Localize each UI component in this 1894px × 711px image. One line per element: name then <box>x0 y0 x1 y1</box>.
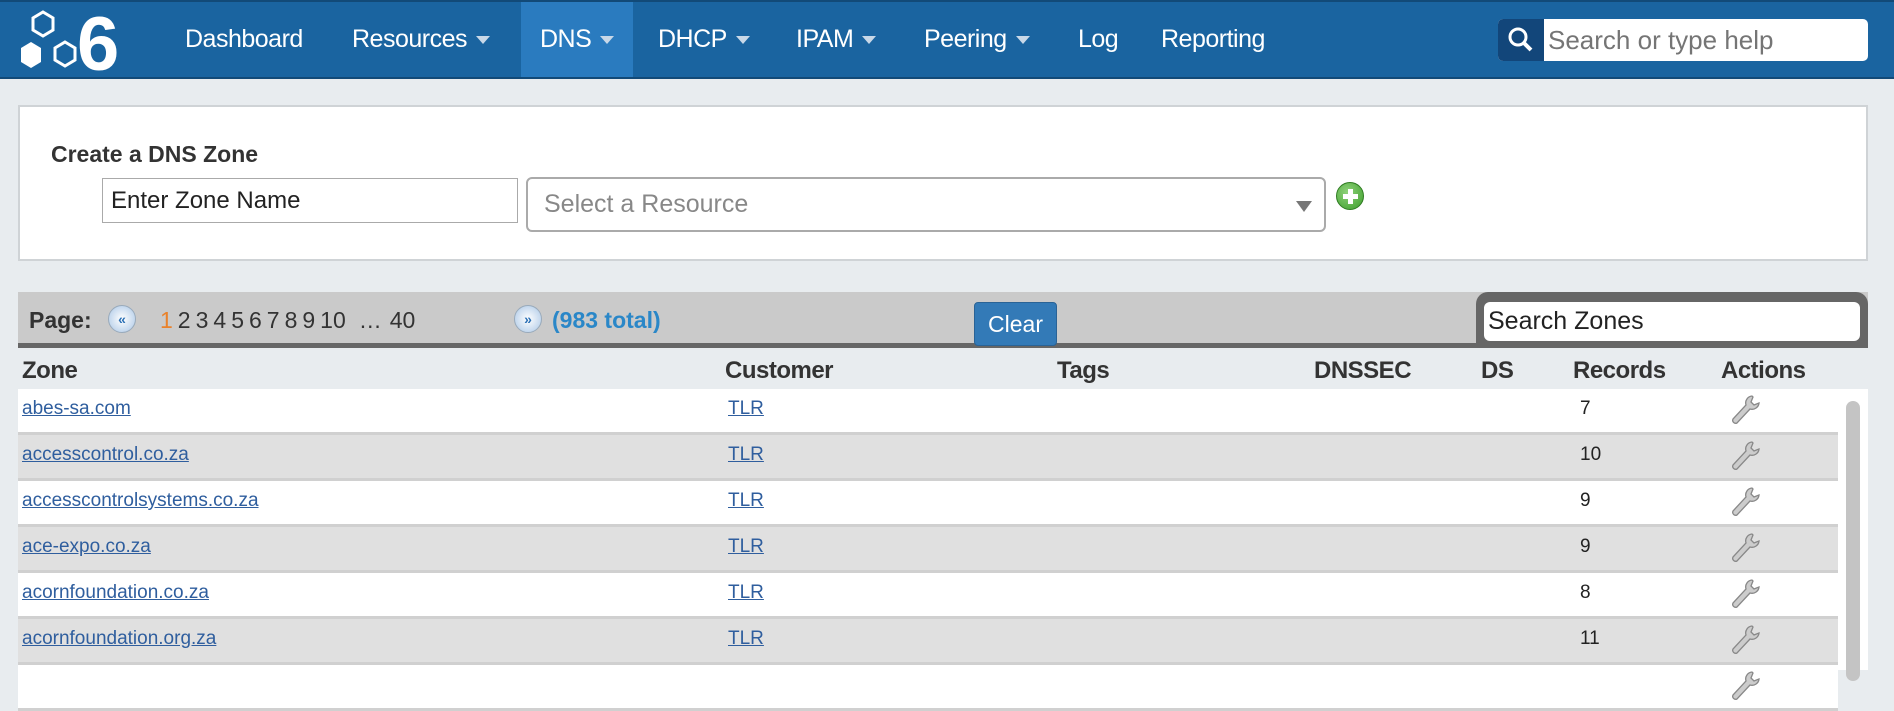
table-row: accesscontrol.co.za TLR 10 <box>18 435 1838 481</box>
wrench-icon[interactable] <box>1728 393 1762 427</box>
table-row: accesscontrolsystems.co.za TLR 9 <box>18 481 1838 527</box>
zone-link[interactable]: accesscontrol.co.za <box>22 444 189 465</box>
wrench-icon[interactable] <box>1728 485 1762 519</box>
customer-link[interactable]: TLR <box>728 398 764 419</box>
scrollbar[interactable] <box>1838 389 1868 681</box>
page-link[interactable]: 3 <box>195 307 209 333</box>
table-row: acornfoundation.co.za TLR 8 <box>18 573 1838 619</box>
records-count: 7 <box>1580 398 1591 419</box>
customer-link[interactable]: TLR <box>728 444 764 465</box>
header-records[interactable]: Records <box>1573 357 1666 384</box>
wrench-icon[interactable] <box>1728 531 1762 565</box>
wrench-icon[interactable] <box>1728 623 1762 657</box>
logo-icon[interactable]: 6 <box>15 6 145 78</box>
zone-link[interactable]: abes-sa.com <box>22 398 131 419</box>
nav-item-dns[interactable]: DNS <box>521 2 634 77</box>
page-link[interactable]: 4 <box>213 307 227 333</box>
caret-down-icon <box>476 36 490 45</box>
create-zone-panel: Create a DNS Zone Select a Resource <box>18 105 1868 261</box>
wrench-icon[interactable] <box>1728 669 1762 703</box>
panel-title: Create a DNS Zone <box>51 141 259 167</box>
nav-item-label: Dashboard <box>185 25 303 53</box>
page-link[interactable]: 8 <box>284 307 298 333</box>
page-links: 1 2 3 4 5 6 7 8 9 10 … 40 <box>160 307 420 334</box>
header-dnssec[interactable]: DNSSEC <box>1314 357 1412 384</box>
page-link[interactable]: 9 <box>302 307 316 333</box>
records-count: 9 <box>1580 536 1591 557</box>
page-link[interactable]: 2 <box>177 307 191 333</box>
records-count: 10 <box>1580 444 1602 465</box>
records-count: 9 <box>1580 490 1591 511</box>
nav-item-dhcp[interactable]: DHCP <box>658 2 750 77</box>
customer-link[interactable]: TLR <box>728 490 764 511</box>
page-link[interactable]: 10 <box>320 307 346 333</box>
nav-item-label: DHCP <box>658 25 727 53</box>
table-row: acornfoundation.org.za TLR 11 <box>18 619 1838 665</box>
svg-text:6: 6 <box>77 6 119 78</box>
records-count: 11 <box>1580 628 1600 649</box>
nav-item-label: DNS <box>540 25 592 53</box>
page-link-current[interactable]: 1 <box>160 307 173 333</box>
zone-name-input[interactable] <box>102 178 518 223</box>
global-search-input[interactable] <box>1548 19 1863 61</box>
top-navbar: 6 Dashboard Resources DNS DHCP IPAM Peering Lo… <box>0 0 1894 79</box>
first-page-icon[interactable]: « <box>108 305 136 333</box>
zone-link[interactable]: ace-expo.co.za <box>22 536 151 557</box>
nav-item-ipam[interactable]: IPAM <box>796 2 877 77</box>
nav-item-peering[interactable]: Peering <box>924 2 1030 77</box>
caret-down-icon <box>735 36 750 45</box>
table-row: ace-expo.co.za TLR 9 <box>18 527 1838 573</box>
global-search <box>1498 19 1868 61</box>
chevron-down-icon <box>1296 201 1312 212</box>
zone-link[interactable]: acornfoundation.co.za <box>22 582 209 603</box>
table-row: abes-sa.com TLR 7 <box>18 389 1838 435</box>
nav-item-label: Reporting <box>1161 25 1265 53</box>
nav-item-dashboard[interactable]: Dashboard <box>185 2 303 77</box>
wrench-icon[interactable] <box>1728 439 1762 473</box>
page-link[interactable]: 5 <box>231 307 244 333</box>
customer-link[interactable]: TLR <box>728 582 764 603</box>
resource-select-placeholder: Select a Resource <box>544 190 749 218</box>
clear-button[interactable]: Clear <box>974 302 1057 346</box>
caret-down-icon <box>600 36 615 45</box>
page-label: Page: <box>29 307 92 333</box>
header-zone[interactable]: Zone <box>22 357 78 384</box>
last-page-icon[interactable]: » <box>514 305 542 333</box>
caret-down-icon <box>862 36 877 45</box>
page-link[interactable]: 7 <box>266 307 280 333</box>
search-icon[interactable] <box>1498 19 1544 61</box>
zone-link[interactable]: acornfoundation.org.za <box>22 628 217 649</box>
page-link: … <box>358 307 382 333</box>
page-link[interactable]: 40 <box>389 307 416 333</box>
header-tags[interactable]: Tags <box>1057 357 1110 384</box>
nav-item-reporting[interactable]: Reporting <box>1161 2 1265 77</box>
customer-link[interactable]: TLR <box>728 536 764 557</box>
nav-item-log[interactable]: Log <box>1078 2 1119 77</box>
nav-item-label: Resources <box>352 25 468 53</box>
add-zone-plus-icon[interactable] <box>1336 182 1364 210</box>
pagination-bar: Page: « 1 2 3 4 5 6 7 8 9 10 … 40 » (983 total) Cle… <box>18 292 1868 348</box>
header-ds[interactable]: DS <box>1481 357 1514 384</box>
zone-link[interactable]: accesscontrolsystems.co.za <box>22 490 259 511</box>
records-count: 8 <box>1580 582 1591 603</box>
search-zones-input[interactable] <box>1484 302 1860 341</box>
resource-select[interactable]: Select a Resource <box>526 177 1326 232</box>
total-count: (983 total) <box>552 307 661 333</box>
caret-down-icon <box>1015 36 1030 45</box>
nav-item-label: Log <box>1078 25 1119 53</box>
page-link[interactable]: 6 <box>248 307 262 333</box>
customer-link[interactable]: TLR <box>728 628 764 649</box>
wrench-icon[interactable] <box>1728 577 1762 611</box>
nav-item-label: Peering <box>924 25 1007 53</box>
header-actions: Actions <box>1721 357 1806 384</box>
nav-item-resources[interactable]: Resources <box>352 2 490 77</box>
search-zones-tab <box>1476 292 1868 348</box>
scrollbar-thumb[interactable] <box>1846 401 1860 681</box>
table-row <box>18 665 1838 711</box>
nav-item-label: IPAM <box>796 25 854 53</box>
header-customer[interactable]: Customer <box>725 357 834 384</box>
